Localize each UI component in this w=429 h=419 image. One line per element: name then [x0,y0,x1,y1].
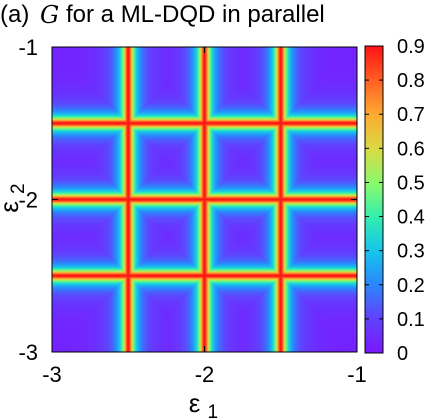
y-tick-label: -1 [18,35,38,60]
chart-title-prefix: (a) [0,1,30,28]
colorbar-tick-label: 0 [397,343,408,365]
plot-frame [51,46,358,353]
x-tick-label: -1 [347,362,367,387]
y-axis-label: ε [0,201,24,213]
chart-title-variable: G [40,1,60,29]
colorbar-tick-label: 0.6 [397,138,425,160]
x-axis-label-subscript: 1 [208,402,219,419]
colorbar-tick-label: 0.9 [397,36,425,58]
colorbar-tick-label: 0.2 [397,275,425,297]
colorbar-tick-label: 0.7 [397,104,425,126]
colorbar-tick-label: 0.8 [397,70,425,92]
y-tick-label: -3 [18,340,38,365]
colorbar-tick-label: 0.1 [397,309,425,331]
x-axis-label: ε [189,388,201,418]
colorbar-tick-label: 0.4 [397,207,425,229]
x-tick-label: -2 [195,362,215,387]
colorbar-tick-label: 0.5 [397,172,425,194]
heatmap-plot-area [52,47,357,352]
colorbar-tick-label: 0.3 [397,241,425,263]
colorbar [365,46,383,353]
y-axis-label-subscript: 2 [8,183,29,194]
x-tick-label: -3 [42,362,62,387]
colorbar-frame [364,45,384,354]
chart-title-text: for a ML-DQD in parallel [66,1,325,28]
y-tick-label: -2 [18,188,38,213]
